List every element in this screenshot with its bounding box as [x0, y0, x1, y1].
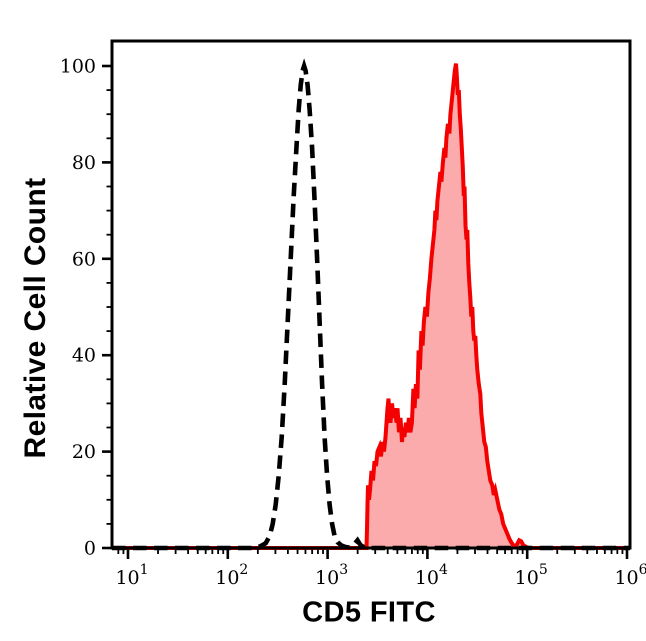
y-tick-label: 40 [72, 345, 96, 367]
x-tick-label: 106 [614, 562, 646, 589]
x-tick-label: 105 [515, 562, 548, 589]
y-tick-label: 80 [72, 152, 96, 174]
x-axis-title: CD5 FITC [302, 596, 436, 629]
y-tick-label: 20 [72, 441, 96, 463]
y-axis-title: Relative Cell Count [19, 177, 52, 459]
cd5-fitc-stained-curve [112, 63, 630, 550]
y-tick-label: 0 [84, 538, 96, 560]
histogram-curves [112, 58, 630, 551]
x-tick-label: 101 [115, 562, 148, 589]
y-tick-label: 100 [60, 56, 96, 78]
y-tick-label: 60 [72, 248, 96, 270]
plot-border [110, 39, 632, 550]
x-tick-label: 102 [215, 562, 248, 589]
x-tick-label: 103 [315, 562, 348, 589]
plot-frame [110, 39, 632, 550]
x-tick-label: 104 [415, 562, 448, 589]
axis-ticks [102, 64, 629, 559]
axis-tick-labels: 101 102 103 104 105 106 0 20 40 60 80 100 [60, 56, 646, 590]
